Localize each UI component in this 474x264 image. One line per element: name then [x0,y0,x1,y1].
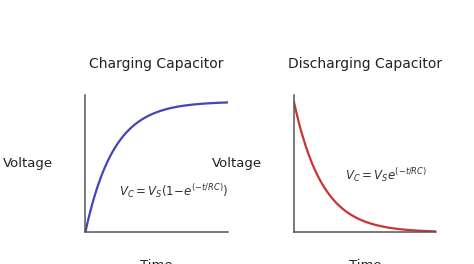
Text: Time: Time [349,259,381,264]
Text: $V_C = V_Se^{(-t/RC)}$: $V_C = V_Se^{(-t/RC)}$ [346,166,427,184]
Text: Voltage: Voltage [3,157,54,170]
Text: Discharging Capacitor: Discharging Capacitor [288,57,442,71]
Text: Time: Time [140,259,173,264]
Text: Charging Capacitor: Charging Capacitor [89,57,224,71]
Text: $V_C = V_S(1\!-\!e^{(-t/RC)})$: $V_C = V_S(1\!-\!e^{(-t/RC)})$ [119,182,228,200]
Text: Voltage: Voltage [212,157,262,170]
